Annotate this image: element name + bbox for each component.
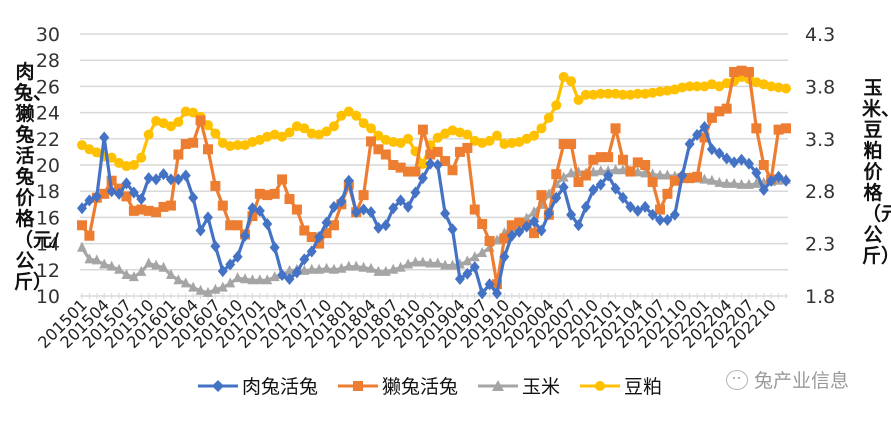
y-tick-label: 10 — [36, 286, 60, 308]
y-tick-label: 30 — [36, 24, 60, 46]
y-tick-label: 26 — [36, 76, 60, 98]
right-axis-title: 玉米、豆粕价格（元/公斤） — [862, 77, 891, 267]
y2-tick-label: 2.8 — [805, 181, 835, 203]
circle-marker-icon — [580, 380, 621, 391]
y2-tick-label: 3.3 — [805, 129, 835, 151]
watermark-text: 兔产业信息 — [754, 370, 850, 392]
y2-tick-label: 1.8 — [805, 286, 835, 308]
legend-item-meat-rabbit: 肉兔活兔 — [196, 372, 318, 399]
legend-item-rex-rabbit: 獭兔活兔 — [336, 372, 458, 399]
y2-tick-label: 4.3 — [805, 24, 835, 46]
y2-tick-label: 2.3 — [805, 234, 835, 256]
wechat-icon — [726, 369, 748, 390]
legend-item-soybean-meal: 豆粕 — [578, 372, 662, 399]
y-tick-label: 18 — [36, 181, 60, 203]
y-tick-label: 12 — [36, 260, 60, 282]
y-tick-label: 24 — [36, 103, 60, 125]
watermark: 兔产业信息 — [726, 366, 849, 393]
y-tick-label: 20 — [36, 155, 60, 177]
legend-label: 玉米 — [522, 376, 561, 398]
triangle-marker-icon — [478, 379, 519, 391]
y-tick-label: 14 — [36, 234, 60, 256]
y-tick-label: 28 — [36, 50, 60, 72]
legend-item-corn: 玉米 — [476, 372, 560, 399]
legend-label: 肉兔活兔 — [242, 376, 319, 398]
legend-label: 豆粕 — [624, 376, 663, 398]
square-marker-icon — [338, 380, 379, 391]
diamond-marker-icon — [198, 379, 238, 392]
legend-label: 獭兔活兔 — [382, 376, 459, 398]
y-tick-label: 22 — [36, 129, 60, 151]
y-tick-label: 16 — [36, 207, 60, 229]
chart-legend: 肉兔活兔 獭兔活兔 玉米 豆粕 — [196, 372, 662, 399]
y2-tick-label: 3.8 — [805, 76, 835, 98]
left-axis-title: 肉兔、獭兔活兔价格（元/公斤） — [14, 61, 59, 293]
